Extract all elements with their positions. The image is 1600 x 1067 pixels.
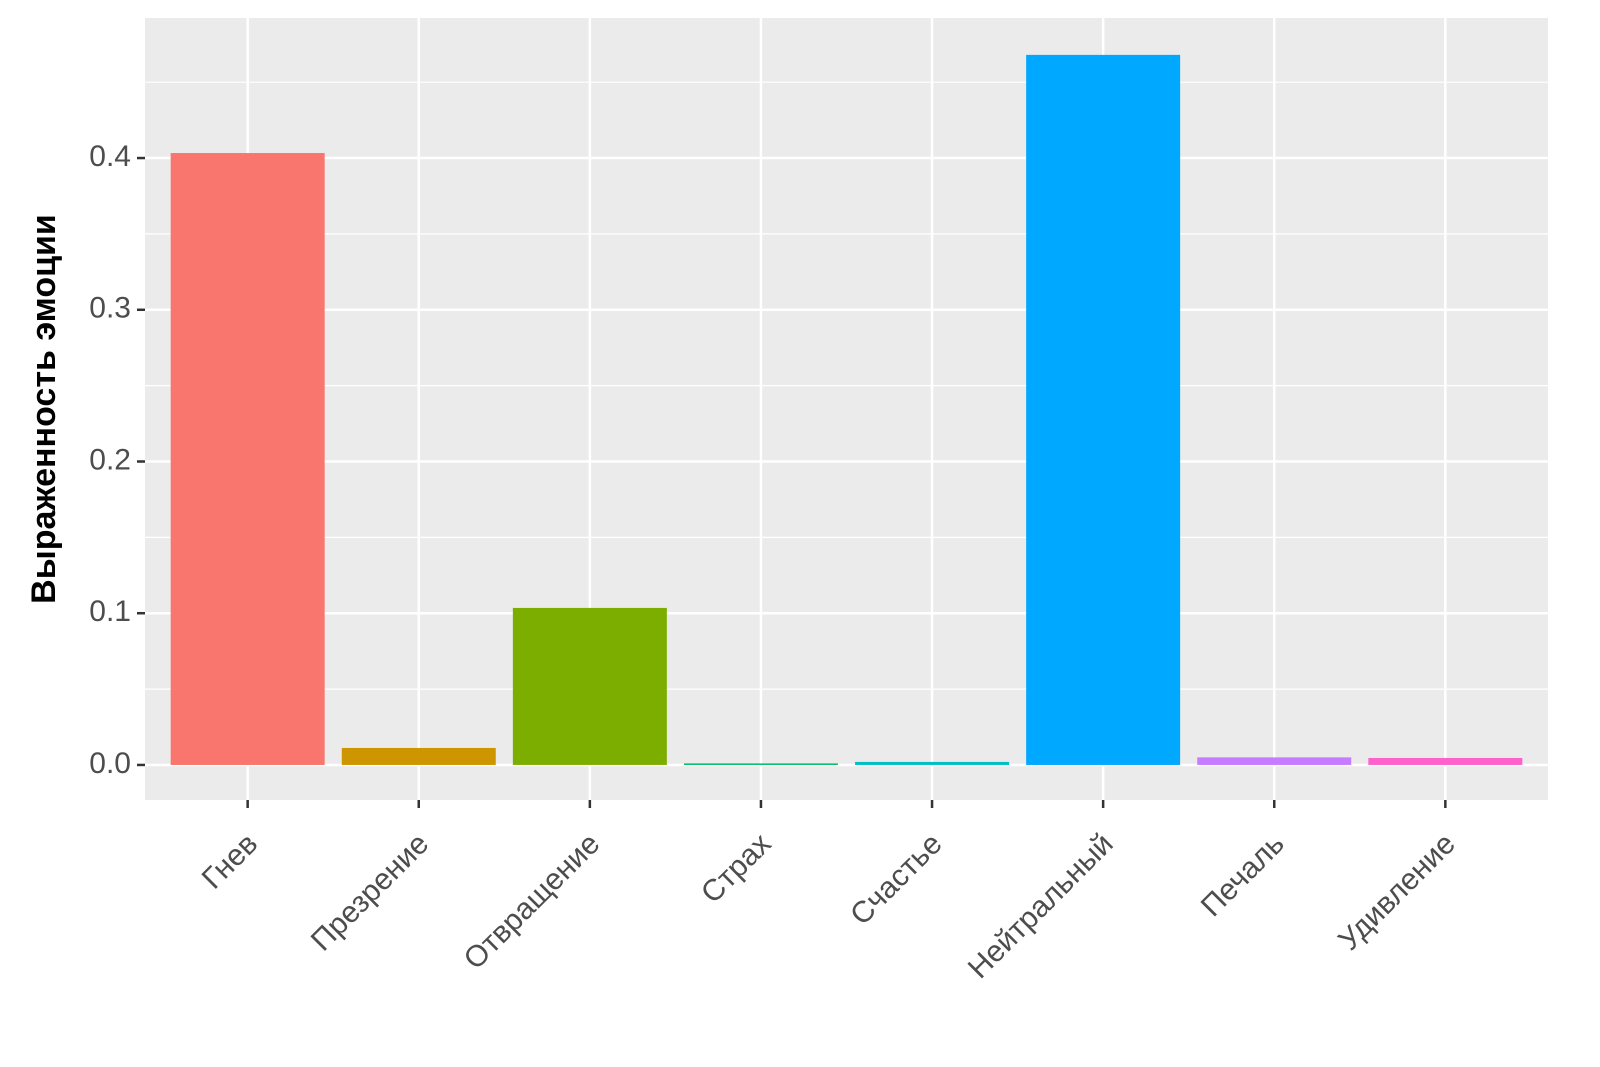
- y-tick-label: 0.4: [89, 140, 131, 173]
- bar: [170, 153, 325, 765]
- x-tick-label: Страх: [695, 827, 778, 910]
- bar: [1368, 757, 1523, 765]
- x-tick-label: Удивление: [1332, 827, 1462, 957]
- y-tick-label: 0.0: [89, 747, 131, 780]
- bar: [855, 761, 1010, 765]
- x-tick-label: Отвращение: [458, 827, 607, 976]
- bar: [683, 763, 838, 765]
- x-tick-label: Печаль: [1195, 827, 1291, 923]
- bar: [1197, 757, 1352, 765]
- bar: [341, 747, 496, 765]
- y-axis-label: Выраженность эмоции: [25, 214, 63, 604]
- panel: [145, 18, 1548, 800]
- x-tick-label: Гнев: [196, 827, 264, 895]
- y-tick-label: 0.1: [89, 595, 131, 628]
- x-tick-label: Презрение: [305, 827, 435, 957]
- x-tick-label: Счастье: [844, 827, 948, 931]
- y-tick-label: 0.2: [89, 443, 131, 476]
- y-tick-label: 0.3: [89, 292, 131, 325]
- bar: [512, 607, 667, 765]
- x-tick-label: Нейтральный: [962, 827, 1120, 985]
- bar: [1026, 54, 1181, 765]
